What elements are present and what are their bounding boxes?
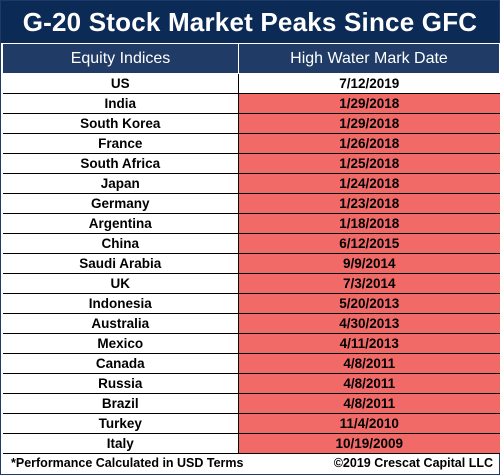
country-cell: UK [2,273,239,294]
country-cell: Italy [2,433,239,454]
chart-title: G-20 Stock Market Peaks Since GFC [1,1,499,43]
date-cell: 1/29/2018 [238,113,500,134]
table-row: Saudi Arabia 9/9/2014 [2,253,500,274]
country-cell: US [2,73,239,94]
peaks-table-container: Equity Indices High Water Mark Date US 7/… [2,43,500,454]
date-cell: 7/3/2014 [238,273,500,294]
country-cell: Argentina [2,213,239,234]
table-row: Brazil 4/8/2011 [2,393,500,414]
peaks-table: Equity Indices High Water Mark Date US 7/… [2,43,500,454]
country-cell: Mexico [2,333,239,354]
country-cell: South Korea [2,113,239,134]
table-row: India 1/29/2018 [2,93,500,114]
table-row: Indonesia 5/20/2013 [2,293,500,314]
date-cell: 1/25/2018 [238,153,500,174]
table-row: Germany 1/23/2018 [2,193,500,214]
table-row: China 6/12/2015 [2,233,500,254]
country-cell: India [2,93,239,114]
country-cell: China [2,233,239,254]
date-cell: 1/23/2018 [238,193,500,214]
country-cell: Germany [2,193,239,214]
country-cell: Saudi Arabia [2,253,239,274]
country-cell: South Africa [2,153,239,174]
footnote: *Performance Calculated in USD Terms [11,456,244,470]
table-row: US 7/12/2019 [2,73,500,94]
table-row: Argentina 1/18/2018 [2,213,500,234]
table-row: France 1/26/2018 [2,133,500,154]
country-cell: Turkey [2,413,239,434]
table-row: UK 7/3/2014 [2,273,500,294]
date-cell: 4/11/2013 [238,333,500,354]
country-cell: Indonesia [2,293,239,314]
country-cell: Japan [2,173,239,194]
table-row: Japan 1/24/2018 [2,173,500,194]
table-row: Italy 10/19/2009 [2,433,500,454]
table-row: Mexico 4/11/2013 [2,333,500,354]
footer: *Performance Calculated in USD Terms ©20… [2,452,499,474]
date-cell: 7/12/2019 [238,73,500,94]
date-cell: 4/8/2011 [238,393,500,414]
country-cell: Brazil [2,393,239,414]
date-cell: 6/12/2015 [238,233,500,254]
date-cell: 1/24/2018 [238,173,500,194]
date-cell: 9/9/2014 [238,253,500,274]
country-cell: Canada [2,353,239,374]
column-header-equity-indices: Equity Indices [2,43,239,74]
date-cell: 1/26/2018 [238,133,500,154]
table-row: Turkey 11/4/2010 [2,413,500,434]
date-cell: 1/29/2018 [238,93,500,114]
table-row: Canada 4/8/2011 [2,353,500,374]
table-row: South Africa 1/25/2018 [2,153,500,174]
date-cell: 5/20/2013 [238,293,500,314]
date-cell: 4/8/2011 [238,353,500,374]
country-cell: Russia [2,373,239,394]
copyright-credit: ©2019 Crescat Capital LLC [333,456,493,470]
country-cell: France [2,133,239,154]
date-cell: 4/30/2013 [238,313,500,334]
column-header-high-water-mark-date: High Water Mark Date [238,43,500,74]
table-row: South Korea 1/29/2018 [2,113,500,134]
date-cell: 10/19/2009 [238,433,500,454]
country-cell: Australia [2,313,239,334]
date-cell: 11/4/2010 [238,413,500,434]
header-row: Equity Indices High Water Mark Date [2,43,500,74]
table-body: US 7/12/2019 India 1/29/2018 South Korea 1/29… [2,73,500,454]
table-row: Russia 4/8/2011 [2,373,500,394]
date-cell: 1/18/2018 [238,213,500,234]
table-row: Australia 4/30/2013 [2,313,500,334]
date-cell: 4/8/2011 [238,373,500,394]
